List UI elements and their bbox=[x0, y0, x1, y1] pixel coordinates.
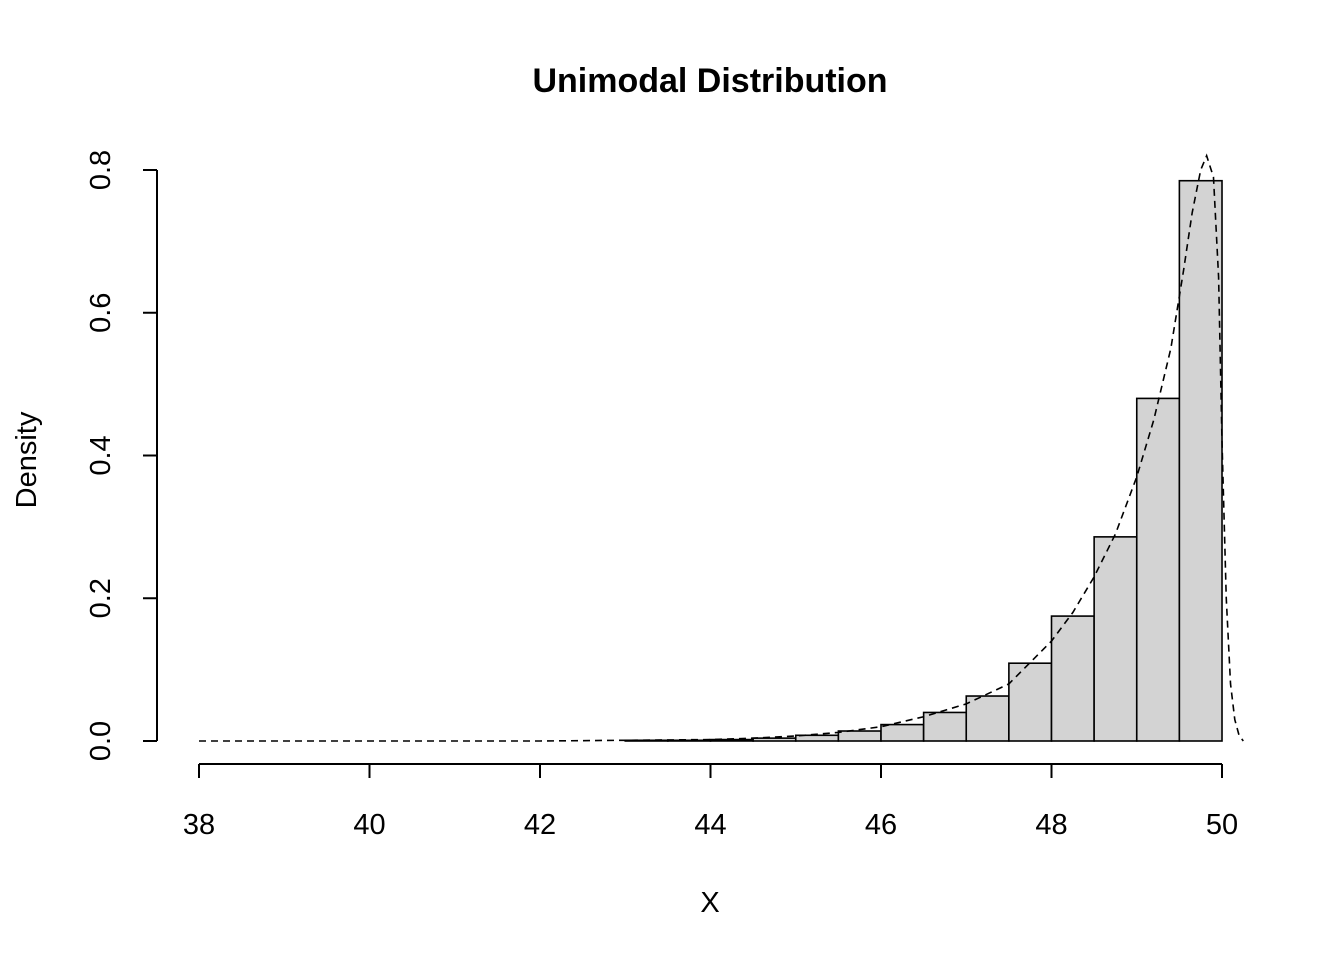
y-axis: 0.0 0.2 0.4 0.6 0.8 bbox=[85, 150, 158, 761]
x-tick-label-3: 44 bbox=[694, 809, 726, 841]
y-axis-label: Density bbox=[11, 411, 43, 508]
x-tick-label-5: 48 bbox=[1035, 809, 1067, 841]
histogram-bar-17 bbox=[922, 711, 968, 742]
x-axis: 38 40 42 44 46 48 50 bbox=[183, 763, 1238, 841]
histogram-bar-21 bbox=[1093, 536, 1138, 742]
histogram-bar-20 bbox=[1050, 615, 1095, 742]
y-tick-label-0: 0.0 bbox=[85, 721, 117, 761]
x-tick-label-0: 38 bbox=[183, 809, 215, 841]
x-tick-label-1: 40 bbox=[353, 809, 385, 841]
histogram-bar-18 bbox=[965, 695, 1010, 742]
x-tick-label-4: 46 bbox=[865, 809, 897, 841]
chart-title: Unimodal Distribution bbox=[532, 62, 887, 100]
histogram-bars bbox=[624, 179, 1223, 742]
y-tick-label-2: 0.4 bbox=[85, 435, 117, 475]
histogram-bar-16 bbox=[880, 723, 925, 742]
x-tick-label-2: 42 bbox=[524, 809, 556, 841]
y-tick-label-1: 0.2 bbox=[85, 578, 117, 618]
y-tick-label-3: 0.6 bbox=[85, 293, 117, 333]
histogram-bar-19 bbox=[1008, 662, 1053, 742]
x-axis-label: X bbox=[700, 887, 719, 919]
histogram-bar-13 bbox=[752, 737, 797, 742]
density-curve bbox=[199, 153, 1244, 742]
histogram-bar-23 bbox=[1178, 179, 1223, 742]
histogram-bar-15 bbox=[837, 730, 882, 742]
histogram-bar-22 bbox=[1135, 397, 1181, 742]
x-tick-label-6: 50 bbox=[1206, 809, 1238, 841]
y-tick-label-4: 0.8 bbox=[85, 150, 117, 190]
